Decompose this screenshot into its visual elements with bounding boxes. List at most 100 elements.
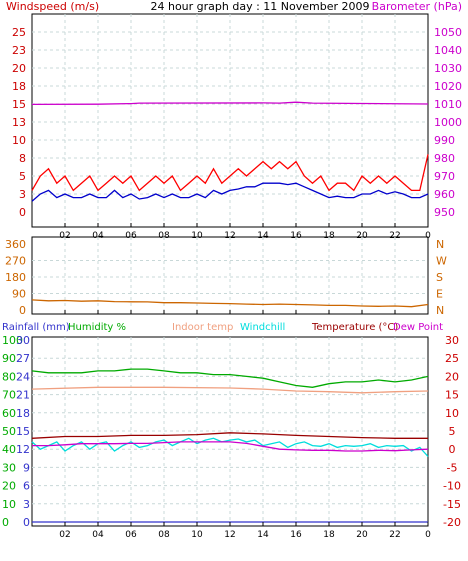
windspeed-tick: 15 <box>12 98 26 111</box>
indoor-label: Indoor temp <box>172 322 233 333</box>
x-tick-label: 0 <box>425 231 431 241</box>
temp-tick: 5 <box>449 425 456 438</box>
rainfall-label: Rainfall (mm) <box>2 322 70 333</box>
x-tick-label: 02 <box>59 530 70 540</box>
windspeed-tick: 10 <box>12 134 26 147</box>
barometer-tick: 970 <box>434 170 455 183</box>
windspeed-tick: 13 <box>12 116 26 129</box>
x-tick-label: 18 <box>323 530 335 540</box>
x-tick-label: 10 <box>191 231 203 241</box>
x-tick-label: 20 <box>356 231 368 241</box>
rain-tick: 24 <box>16 370 30 383</box>
series-temperature <box>31 432 428 439</box>
humidity-tick: 40 <box>2 443 16 456</box>
direction-tick: 360 <box>5 238 26 251</box>
series-dew-point <box>32 441 429 452</box>
x-tick-label: 18 <box>323 231 335 241</box>
direction-tick: 270 <box>5 255 26 268</box>
windspeed-tick: 23 <box>12 44 26 57</box>
windspeed-tick: 20 <box>12 62 26 75</box>
rain-tick: 6 <box>23 480 30 493</box>
humidity-tick: 0 <box>2 516 9 529</box>
wind-barometer-panel: 0358101315182023259509609709809901000101… <box>6 0 462 241</box>
barometer-tick: 990 <box>434 134 455 147</box>
windspeed-tick: 3 <box>19 188 26 201</box>
series-humidity <box>31 368 429 388</box>
humidity-tick: 80 <box>2 370 16 383</box>
temp-tick: 25 <box>445 352 459 365</box>
windspeed-tick: 8 <box>19 152 26 165</box>
rain-tick: 3 <box>23 498 30 511</box>
x-tick-label: 06 <box>125 231 137 241</box>
rain-tick: 30 <box>16 334 30 347</box>
temp-tick: -10 <box>443 480 461 493</box>
humidity-tick: 20 <box>2 480 16 493</box>
rain-tick: 15 <box>16 425 30 438</box>
x-tick-label: 08 <box>158 530 170 540</box>
series-average <box>31 182 429 202</box>
rain-tick: 27 <box>16 352 30 365</box>
panel3-grid <box>32 337 428 526</box>
x-tick-label: 16 <box>290 231 302 241</box>
windspeed-tick: 0 <box>19 206 26 219</box>
direction-tick: 180 <box>5 271 26 284</box>
compass-tick: S <box>436 271 443 284</box>
temp-tick: -20 <box>443 516 461 529</box>
humidity-tick: 90 <box>2 352 16 365</box>
temp-tick: -15 <box>443 498 461 511</box>
panel1-lines <box>31 101 429 202</box>
x-tick-label: 02 <box>59 231 70 241</box>
series-wind-direction <box>31 299 429 308</box>
rain-tick: 9 <box>23 461 30 474</box>
x-tick-label: 08 <box>158 231 170 241</box>
barometer-tick: 980 <box>434 152 455 165</box>
humidity-tick: 10 <box>2 498 16 511</box>
x-tick-label: 20 <box>356 530 368 540</box>
temp-tick: -5 <box>447 461 458 474</box>
barometer-tick: 960 <box>434 188 455 201</box>
direction-tick: 0 <box>19 304 26 317</box>
dewpoint-label: Dew Point <box>393 322 443 333</box>
temp-tick: 30 <box>445 334 459 347</box>
humidity-label: Humidity % <box>68 322 126 333</box>
humidity-tick: 70 <box>2 389 16 402</box>
humidity-tick: 100 <box>2 334 23 347</box>
barometer-tick: 1030 <box>434 62 462 75</box>
x-tick-label: 12 <box>224 231 235 241</box>
x-tick-label: 14 <box>257 530 269 540</box>
barometer-tick: 1000 <box>434 116 462 129</box>
panel2-grid <box>32 237 428 314</box>
barometer-tick: 1040 <box>434 44 462 57</box>
windspeed-tick: 18 <box>12 80 26 93</box>
windspeed-label: Windspeed (m/s) <box>6 0 99 13</box>
barometer-label: Barometer (hPa) <box>372 0 462 13</box>
series-barometer <box>31 101 429 106</box>
temperature-label: Temperature (°C) <box>311 322 398 333</box>
x-tick-label: 12 <box>224 530 235 540</box>
series-gust <box>31 154 429 192</box>
x-tick-label: 0 <box>425 530 431 540</box>
barometer-tick: 950 <box>434 206 455 219</box>
barometer-tick: 1020 <box>434 80 462 93</box>
x-tick-label: 16 <box>290 530 302 540</box>
rain-tick: 0 <box>23 516 30 529</box>
rain-tick: 12 <box>16 443 30 456</box>
humidity-tick: 60 <box>2 407 16 420</box>
x-tick-label: 04 <box>92 530 104 540</box>
series-indoor-temp <box>31 386 429 394</box>
x-tick-label: 14 <box>257 231 269 241</box>
barometer-tick: 1010 <box>434 98 462 111</box>
windspeed-tick: 5 <box>19 170 26 183</box>
x-tick-label: 10 <box>191 530 203 540</box>
temp-tick: 20 <box>445 370 459 383</box>
x-tick-label: 22 <box>389 231 400 241</box>
direction-tick: 90 <box>12 288 26 301</box>
rain-tick: 21 <box>16 389 30 402</box>
compass-tick: N <box>436 304 444 317</box>
chart-title: 24 hour graph day : 11 November 2009 <box>150 0 369 13</box>
